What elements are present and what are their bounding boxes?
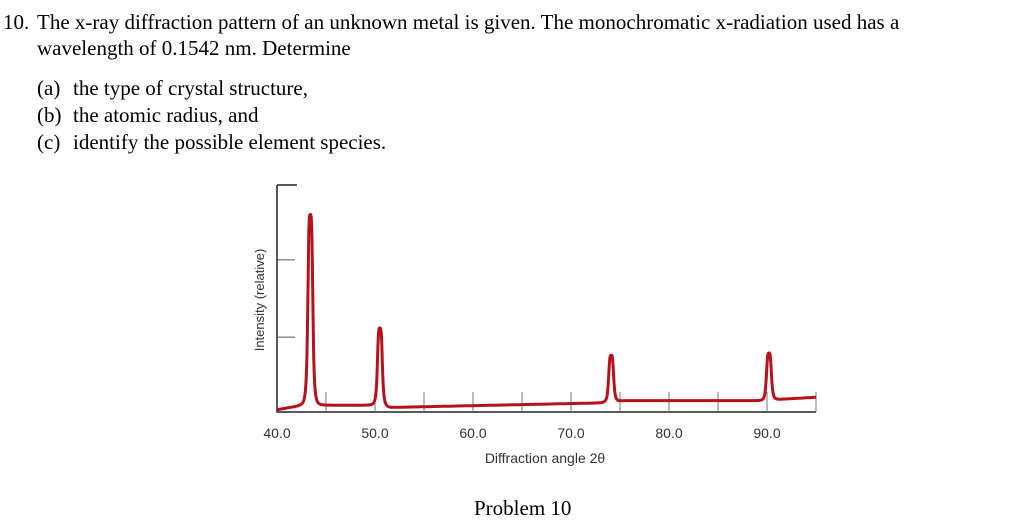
part-c-text: identify the possible element species. <box>73 130 387 154</box>
part-a-label: (a) <box>37 76 61 100</box>
part-a-text: the type of crystal structure, <box>73 76 308 100</box>
part-b-label: (b) <box>37 103 62 127</box>
diffraction-curve <box>276 213 817 412</box>
x-tick-label: 80.0 <box>655 425 682 441</box>
problem-number: 10. <box>3 10 30 34</box>
part-b-text: the atomic radius, and <box>73 103 259 127</box>
x-axis-label: Diffraction angle 2θ <box>485 450 606 466</box>
figure-caption: Problem 10 <box>474 496 572 520</box>
x-tick-label: 40.0 <box>263 425 290 441</box>
x-tick-label: 60.0 <box>459 425 486 441</box>
chart-axes <box>276 184 816 413</box>
x-tick-label: 70.0 <box>557 425 584 441</box>
x-tick-label: 90.0 <box>753 425 780 441</box>
x-tick-label: 50.0 <box>361 425 388 441</box>
problem-statement-line-2: wavelength of 0.1542 nm. Determine <box>37 36 351 60</box>
part-c-label: (c) <box>37 130 61 154</box>
chart-ticks <box>277 259 817 412</box>
problem-statement-line-1: The x-ray diffraction pattern of an unkn… <box>37 10 900 34</box>
y-axis-label: Intensity (relative) <box>252 249 267 352</box>
axis-lines <box>276 185 816 413</box>
